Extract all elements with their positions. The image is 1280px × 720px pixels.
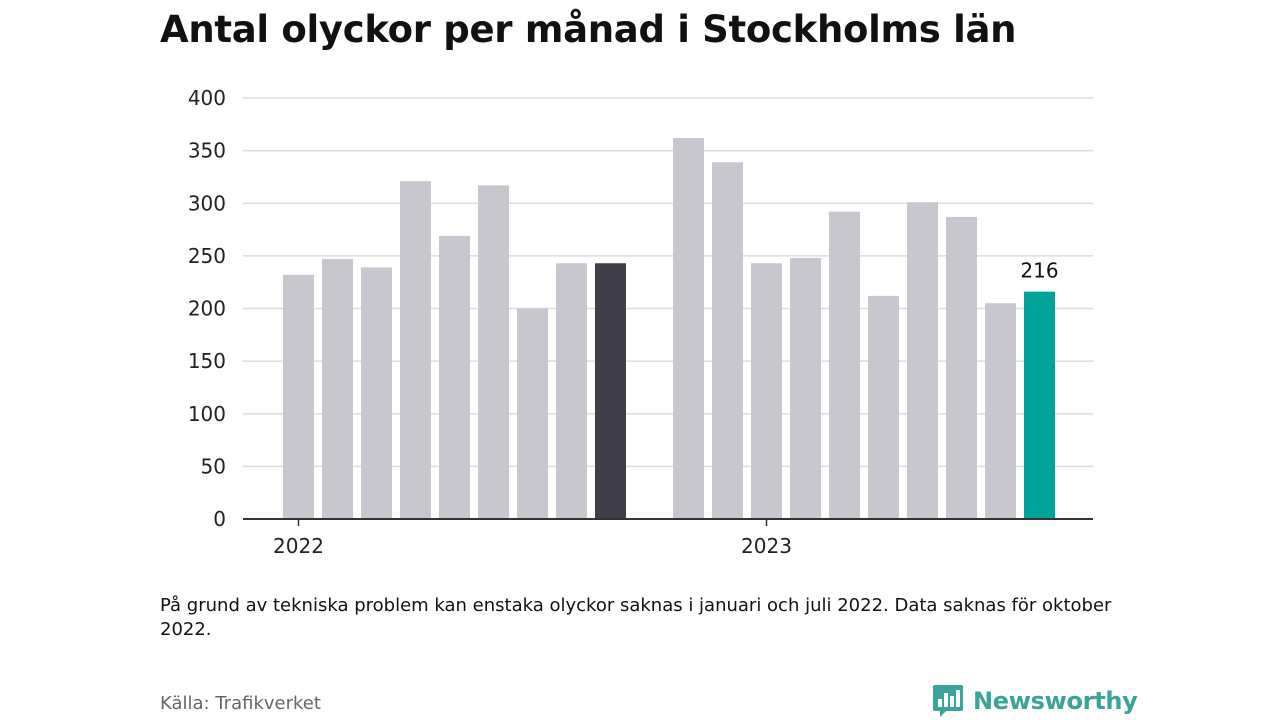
- data-labels: 216: [1020, 259, 1058, 283]
- x-tick-label: 2022: [273, 534, 324, 558]
- y-axis-ticks: 0 50 100 150 200 250 300 350 400: [188, 86, 226, 531]
- bar-2023-06: [946, 216, 977, 519]
- bar-2022-11: [673, 137, 704, 519]
- bar-2023-01: [751, 263, 782, 519]
- bar-2022-09: [595, 263, 626, 519]
- y-tick-label: 200: [188, 297, 226, 321]
- bar-2022-07: [517, 308, 548, 519]
- y-tick-label: 150: [188, 349, 226, 373]
- bar-2023-07: [985, 303, 1016, 519]
- y-tick-label: 0: [213, 507, 226, 531]
- newsworthy-logo-icon: [933, 685, 963, 717]
- bar-2023-05: [907, 202, 938, 519]
- bar-2022-04: [400, 181, 431, 519]
- y-tick-label: 100: [188, 402, 226, 426]
- bar-2022-01: [283, 274, 314, 519]
- brand-name: Newsworthy: [973, 687, 1138, 715]
- bar-2023-02: [790, 257, 821, 519]
- bar-2022-05: [439, 235, 470, 519]
- chart-title: Antal olyckor per månad i Stockholms län: [160, 8, 1017, 51]
- bar-2022-12: [712, 162, 743, 519]
- bar-2022-02: [322, 259, 353, 519]
- chart-note: På grund av tekniska problem kan enstaka…: [160, 595, 1112, 640]
- bar-2022-06: [478, 185, 509, 520]
- bar-2023-08: [1024, 291, 1055, 519]
- y-tick-label: 250: [188, 244, 226, 268]
- bar-2023-04: [868, 295, 899, 519]
- bar-2022-03: [361, 267, 392, 519]
- y-tick-label: 300: [188, 191, 226, 215]
- bars: [283, 137, 1055, 520]
- x-tick-label: 2023: [741, 534, 792, 558]
- bar-2022-08: [556, 263, 587, 519]
- x-axis: 2022 2023: [243, 518, 1093, 558]
- y-tick-label: 350: [188, 139, 226, 163]
- source-label: Källa: Trafikverket: [160, 693, 321, 714]
- newsworthy-logo[interactable]: Newsworthy: [932, 683, 1138, 719]
- bar-chart: 0 50 100 150 200 250 300 350 400 2022 2023 216: [188, 86, 1093, 558]
- y-tick-label: 400: [188, 86, 226, 110]
- bar-2023-03: [829, 211, 860, 520]
- last-value-label: 216: [1020, 259, 1058, 283]
- y-tick-label: 50: [201, 454, 226, 478]
